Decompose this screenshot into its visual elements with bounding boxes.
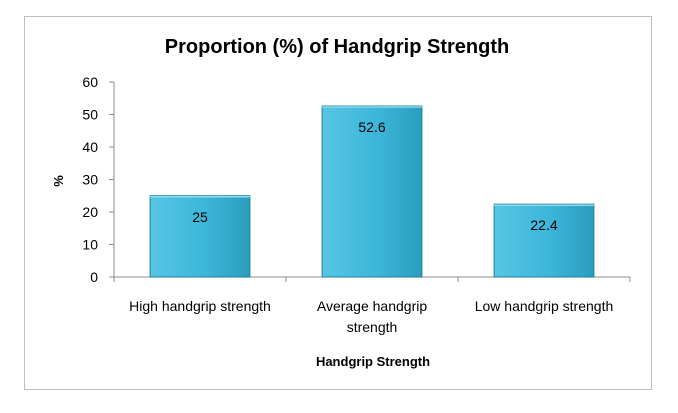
y-tick-label: 40: [82, 139, 98, 155]
data-label-3: 22.4: [530, 217, 557, 233]
category-label-2: strength: [347, 319, 398, 335]
y-axis: 0 10 20 30 40 50 60: [82, 74, 115, 285]
chart-title: Proportion (%) of Handgrip Strength: [165, 36, 509, 58]
x-axis-label: Handgrip Strength: [316, 354, 430, 369]
y-axis-label: %: [51, 175, 66, 187]
category-label-1: High handgrip strength: [129, 298, 271, 314]
data-label-1: 25: [192, 209, 208, 225]
y-tick-label: 50: [82, 107, 98, 123]
y-tick-label: 20: [82, 204, 98, 220]
data-labels: 25 52.6 22.4: [192, 119, 558, 233]
category-labels: High handgrip strength Average handgrip st…: [129, 298, 613, 335]
bar-3: [493, 203, 595, 278]
y-tick-label: 60: [82, 74, 98, 90]
category-label-2: Average handgrip: [317, 298, 427, 314]
bar-2: [321, 105, 423, 278]
bars: [149, 105, 595, 278]
y-tick-label: 0: [90, 269, 98, 285]
category-label-3: Low handgrip strength: [475, 298, 614, 314]
x-axis: [113, 276, 631, 282]
bar-1: [149, 195, 251, 278]
y-tick-label: 10: [82, 237, 98, 253]
data-label-2: 52.6: [358, 119, 385, 135]
y-tick-label: 30: [82, 172, 98, 188]
